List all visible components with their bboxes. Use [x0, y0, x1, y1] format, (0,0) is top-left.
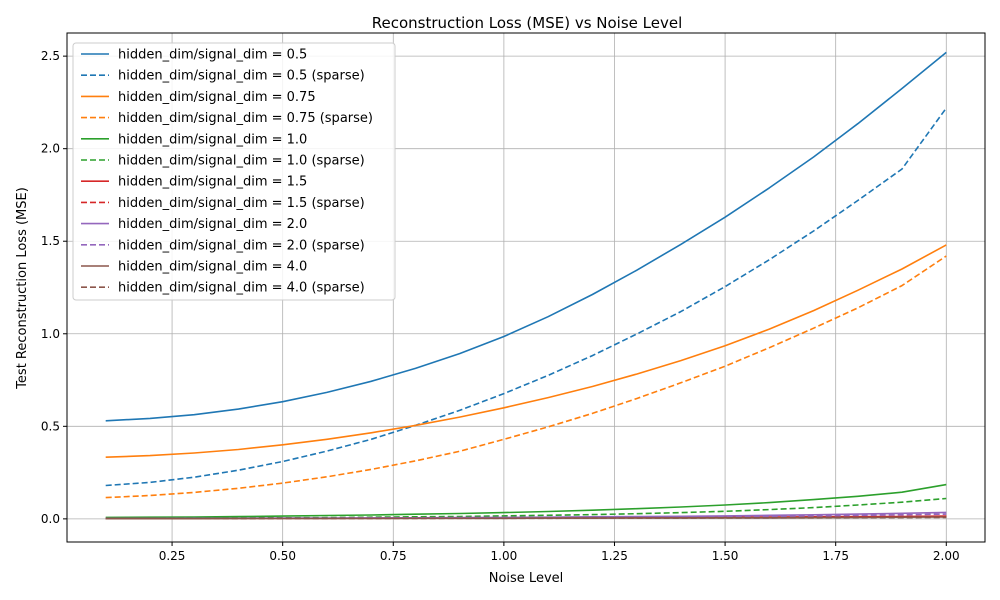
legend-box [72, 42, 396, 301]
x-tick-label: 1.25 [601, 549, 628, 563]
series-lines [105, 51, 947, 520]
legend-label: hidden_dim/signal_dim = 0.75 [118, 90, 316, 105]
legend-label: hidden_dim/signal_dim = 4.0 [118, 260, 307, 275]
x-tick-label: 1.75 [822, 549, 849, 563]
legend-label: hidden_dim/signal_dim = 0.5 [118, 48, 307, 63]
y-tick-label: 2.0 [41, 142, 60, 156]
legend-label: hidden_dim/signal_dim = 1.0 [118, 132, 307, 147]
x-axis: 0.25 0.50 0.75 1.00 1.25 1.50 1.75 2.00 [159, 542, 960, 563]
series-line-4 [105, 255, 947, 499]
x-tick-label: 0.50 [269, 549, 296, 563]
legend: hidden_dim/signal_dim = 0.5 hidden_dim/si… [72, 42, 396, 301]
y-axis: 0.0 0.5 1.0 1.5 2.0 2.5 [41, 49, 67, 526]
series-line-5 [105, 483, 947, 519]
x-tick-label: 2.00 [933, 549, 960, 563]
legend-label: hidden_dim/signal_dim = 0.5 (sparse) [118, 69, 365, 84]
x-tick-label: 0.25 [159, 549, 186, 563]
series-line-1 [105, 51, 947, 422]
legend-label: hidden_dim/signal_dim = 2.0 [118, 217, 307, 232]
series-line-12 [105, 516, 947, 520]
x-axis-title: Noise Level [489, 571, 564, 586]
x-tick-label: 1.50 [712, 549, 739, 563]
legend-label: hidden_dim/signal_dim = 0.75 (sparse) [118, 111, 373, 126]
legend-label: hidden_dim/signal_dim = 2.0 (sparse) [118, 238, 365, 253]
y-tick-label: 1.5 [41, 234, 60, 248]
legend-label: hidden_dim/signal_dim = 4.0 (sparse) [118, 281, 365, 296]
x-tick-label: 0.75 [380, 549, 407, 563]
x-tick-label: 1.00 [491, 549, 518, 563]
y-tick-label: 2.5 [41, 49, 60, 63]
chart-title: Reconstruction Loss (MSE) vs Noise Level [372, 14, 683, 32]
y-axis-title: Test Reconstruction Loss (MSE) [15, 187, 30, 390]
legend-label: hidden_dim/signal_dim = 1.5 (sparse) [118, 196, 365, 211]
legend-label: hidden_dim/signal_dim = 1.0 (sparse) [118, 154, 365, 169]
plot-frame [66, 32, 986, 543]
legend-label: hidden_dim/signal_dim = 1.5 [118, 175, 307, 190]
series-line-3 [105, 244, 947, 458]
y-tick-label: 0.0 [41, 512, 60, 526]
y-tick-label: 0.5 [41, 419, 60, 433]
y-tick-label: 1.0 [41, 327, 60, 341]
series-line-2 [105, 107, 947, 487]
